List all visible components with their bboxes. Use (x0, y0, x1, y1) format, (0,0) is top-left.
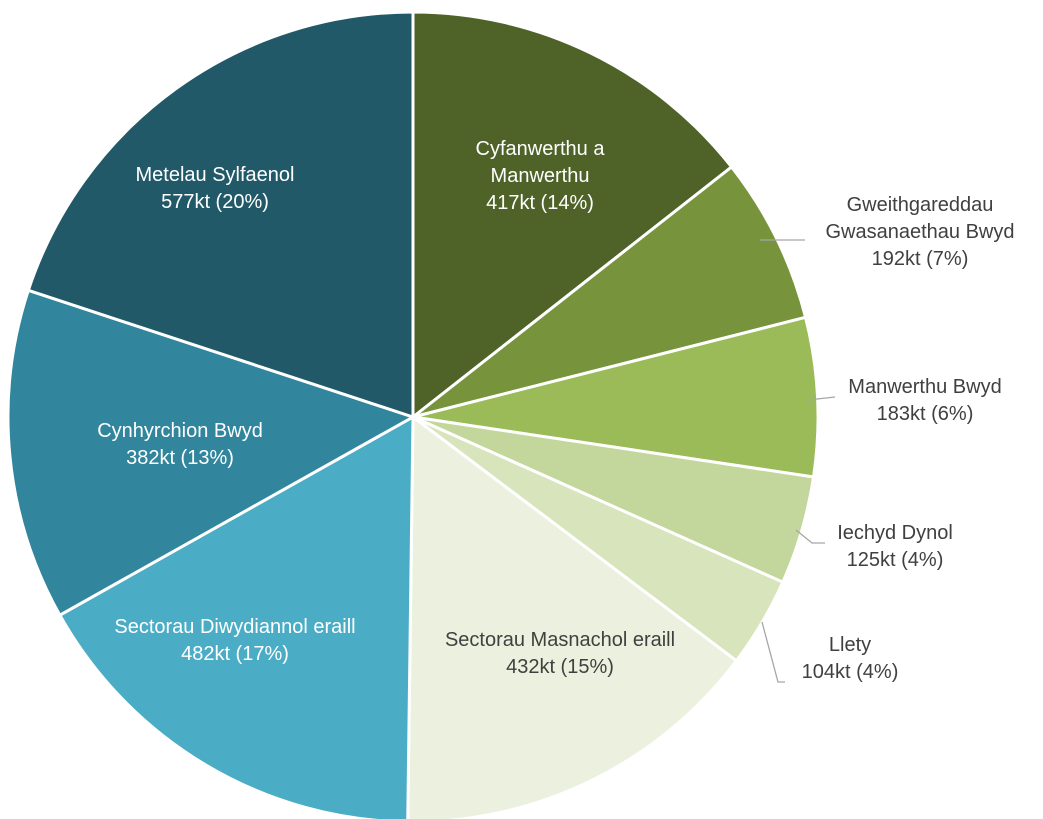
slice-label: Gweithgareddau Gwasanaethau Bwyd (825, 194, 1015, 243)
value-label: 104kt (4%) (801, 661, 899, 683)
slice-label: Sectorau Masnachol eraill (444, 629, 676, 651)
leader-line (795, 529, 825, 544)
slice-label: Llety (828, 634, 872, 656)
leader-line (807, 396, 836, 401)
leader-line (761, 621, 785, 683)
pie-slice (412, 164, 808, 419)
value-label: 382kt (13%) (126, 447, 234, 469)
slice-label: Cyfanwerthu a Manwerthu (475, 138, 605, 187)
value-label: 417kt (14%) (486, 192, 594, 214)
pie-slice (412, 315, 820, 479)
slice-label: Manwerthu Bwyd (848, 376, 1002, 398)
value-label: 192kt (7%) (871, 248, 969, 270)
value-label: 183kt (6%) (876, 403, 974, 425)
slice-label: Iechyd Dynol (837, 522, 953, 544)
value-label: 482kt (17%) (181, 643, 289, 665)
value-label: 125kt (4%) (846, 549, 944, 571)
value-label: 432kt (15%) (506, 656, 614, 678)
pie-slice (57, 414, 415, 819)
pie-slice (406, 414, 739, 819)
pie-slice (26, 10, 415, 420)
slice-label: Metelau Sylfaenol (135, 164, 295, 186)
value-label: 577kt (20%) (161, 191, 269, 213)
slice-label: Sectorau Diwydiannol eraill (114, 616, 356, 638)
slice-label: Cynhyrchion Bwyd (97, 420, 263, 442)
pie-slice (411, 10, 734, 421)
pie-slice (6, 288, 417, 618)
